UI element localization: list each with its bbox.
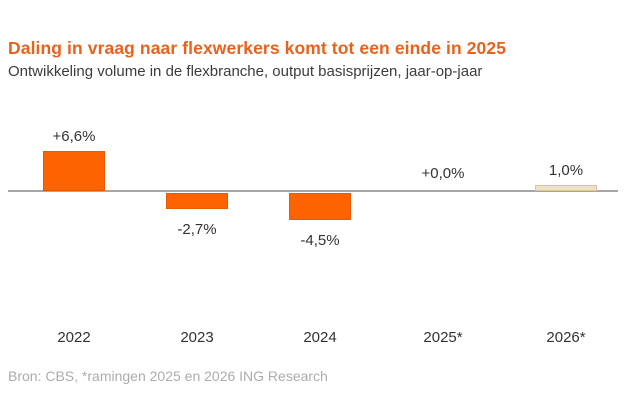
bar-2026 [535, 185, 597, 191]
value-label: +6,6% [52, 128, 96, 145]
value-label: -4,5% [300, 232, 340, 249]
value-label: +0,0% [421, 165, 465, 182]
x-axis-label: 2023 [180, 329, 214, 346]
x-axis-label: 2025* [423, 329, 463, 346]
value-label: -2,7% [177, 221, 217, 238]
chart-subtitle: Ontwikkeling volume in de flexbranche, o… [8, 63, 483, 80]
zero-axis-line [8, 190, 618, 192]
chart-title: Daling in vraag naar flexwerkers komt to… [8, 38, 507, 58]
bar-2022 [43, 151, 105, 191]
x-axis-label: 2026* [546, 329, 586, 346]
source-note: Bron: CBS, *ramingen 2025 en 2026 ING Re… [8, 368, 328, 384]
x-axis-label: 2024 [303, 329, 337, 346]
bar-2024 [289, 193, 351, 220]
value-label: 1,0% [548, 162, 584, 179]
x-axis-label: 2022 [57, 329, 91, 346]
bar-2023 [166, 193, 228, 209]
